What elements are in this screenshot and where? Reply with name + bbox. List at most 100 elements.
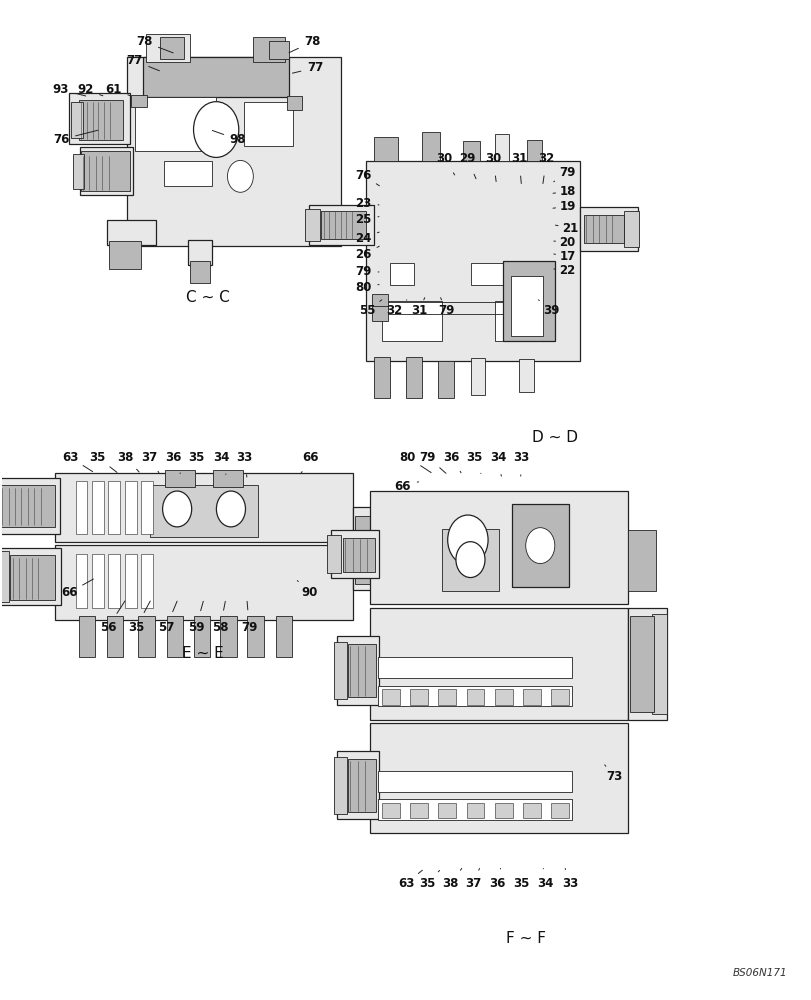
Text: 36: 36 xyxy=(443,451,459,464)
Bar xyxy=(377,799,571,820)
Text: BS06N171: BS06N171 xyxy=(732,968,787,978)
Text: 37: 37 xyxy=(465,877,481,890)
Bar xyxy=(252,37,285,62)
Bar xyxy=(150,485,258,537)
Bar xyxy=(81,151,130,191)
Bar xyxy=(510,276,543,336)
Text: 63: 63 xyxy=(62,451,78,464)
Text: 80: 80 xyxy=(354,281,371,294)
Bar xyxy=(579,207,637,251)
Bar xyxy=(0,478,60,534)
Bar xyxy=(268,41,289,59)
Text: 57: 57 xyxy=(157,621,174,634)
Bar xyxy=(410,689,427,705)
Circle shape xyxy=(227,160,253,192)
Circle shape xyxy=(455,542,484,578)
Bar xyxy=(381,689,399,705)
Bar xyxy=(108,554,120,608)
Text: 33: 33 xyxy=(513,451,529,464)
Bar xyxy=(624,211,638,247)
Bar xyxy=(0,548,61,605)
Bar xyxy=(651,614,666,714)
Text: 59: 59 xyxy=(187,621,204,634)
Text: 79: 79 xyxy=(438,304,454,317)
Bar xyxy=(494,689,512,705)
Bar xyxy=(333,642,346,699)
Bar xyxy=(522,689,540,705)
Bar xyxy=(371,294,388,309)
Bar xyxy=(470,358,484,395)
Text: 79: 79 xyxy=(419,451,436,464)
Bar xyxy=(337,751,379,819)
Bar xyxy=(470,263,534,285)
Bar xyxy=(551,803,569,818)
Text: 63: 63 xyxy=(397,877,414,890)
Text: 61: 61 xyxy=(105,83,122,96)
Bar xyxy=(389,263,414,285)
Text: 36: 36 xyxy=(165,451,182,464)
Bar xyxy=(166,616,183,657)
Text: 22: 22 xyxy=(559,264,575,277)
Bar xyxy=(369,491,628,604)
Bar xyxy=(144,57,289,97)
Bar xyxy=(69,93,130,144)
Text: 66: 66 xyxy=(394,480,410,493)
Text: 24: 24 xyxy=(354,232,371,245)
Bar xyxy=(141,554,153,608)
Bar xyxy=(377,657,571,678)
Bar xyxy=(377,771,571,792)
Bar xyxy=(125,481,136,534)
Text: 25: 25 xyxy=(354,213,371,226)
Text: 92: 92 xyxy=(77,83,93,96)
Text: 80: 80 xyxy=(399,451,415,464)
Text: 66: 66 xyxy=(61,586,77,599)
Bar xyxy=(244,102,293,146)
Bar xyxy=(373,357,389,398)
Circle shape xyxy=(525,528,554,564)
Bar xyxy=(165,470,195,487)
Bar xyxy=(71,102,83,138)
Text: 17: 17 xyxy=(559,250,575,263)
Bar xyxy=(373,512,388,587)
Bar xyxy=(381,803,399,818)
Text: 35: 35 xyxy=(418,877,435,890)
Text: 35: 35 xyxy=(128,621,144,634)
Bar xyxy=(353,507,387,590)
Text: 35: 35 xyxy=(466,451,483,464)
Bar xyxy=(212,470,242,487)
Bar xyxy=(354,516,375,584)
Text: 37: 37 xyxy=(141,451,157,464)
Bar xyxy=(551,689,569,705)
Bar xyxy=(75,554,88,608)
Text: E ~ E: E ~ E xyxy=(182,646,223,661)
Bar xyxy=(0,551,9,602)
Text: 79: 79 xyxy=(559,166,575,179)
Text: 58: 58 xyxy=(212,621,228,634)
Bar xyxy=(628,530,655,591)
Bar xyxy=(193,616,210,657)
Bar xyxy=(187,240,212,265)
Text: 39: 39 xyxy=(543,304,559,317)
Text: 23: 23 xyxy=(354,197,371,210)
Bar xyxy=(54,545,353,620)
Bar xyxy=(494,134,508,161)
Bar xyxy=(107,616,123,657)
Bar xyxy=(526,140,541,161)
Circle shape xyxy=(162,491,191,527)
Text: 38: 38 xyxy=(118,451,134,464)
Bar xyxy=(92,554,104,608)
Bar xyxy=(221,616,237,657)
Bar xyxy=(511,504,568,587)
Text: 32: 32 xyxy=(538,152,554,165)
Text: 77: 77 xyxy=(307,61,324,74)
Text: 33: 33 xyxy=(561,877,577,890)
Text: 36: 36 xyxy=(488,877,505,890)
Bar xyxy=(502,261,555,341)
Bar xyxy=(327,535,341,573)
Bar xyxy=(287,96,302,110)
Text: 78: 78 xyxy=(136,35,152,48)
Bar xyxy=(79,616,95,657)
Bar xyxy=(347,759,375,812)
Bar xyxy=(131,95,148,107)
Circle shape xyxy=(447,515,487,565)
